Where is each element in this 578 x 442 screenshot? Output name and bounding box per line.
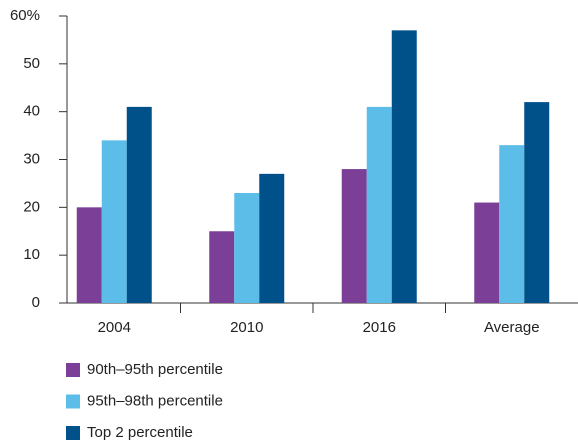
legend-swatch — [66, 394, 80, 409]
legend-swatch — [66, 363, 80, 377]
x-tick-label: 2016 — [363, 319, 396, 336]
bar — [524, 102, 550, 303]
bar — [126, 106, 152, 303]
y-tick-label: 40 — [23, 103, 40, 120]
bar — [234, 192, 260, 303]
legend-swatch — [66, 426, 80, 440]
bar — [209, 231, 235, 303]
bar — [101, 140, 127, 303]
y-tick-label: 60% — [10, 7, 40, 24]
bar — [341, 169, 367, 303]
bar — [259, 173, 285, 303]
y-tick-label: 0 — [32, 294, 40, 311]
y-tick-label: 20 — [23, 198, 40, 215]
bar — [499, 145, 525, 303]
y-tick-label: 50 — [23, 55, 40, 72]
legend-label: Top 2 percentile — [87, 424, 193, 441]
y-tick-label: 30 — [23, 150, 40, 167]
x-tick-label: 2004 — [98, 319, 131, 336]
legend-label: 95th–98th percentile — [87, 392, 223, 409]
x-tick-label: 2010 — [230, 319, 263, 336]
bar — [474, 202, 500, 303]
y-tick-label: 10 — [23, 246, 40, 263]
bar — [76, 207, 102, 303]
bar — [366, 106, 392, 303]
legend-label: 90th–95th percentile — [87, 361, 223, 378]
x-tick-label: Average — [484, 319, 540, 336]
bar — [391, 30, 417, 303]
